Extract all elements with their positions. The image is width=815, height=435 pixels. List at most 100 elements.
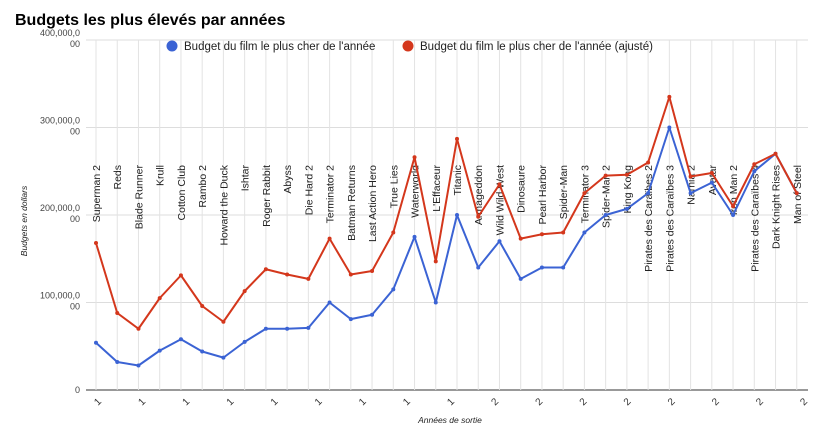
x-tick-label: 1 bbox=[225, 396, 237, 408]
data-point bbox=[518, 276, 523, 281]
data-point bbox=[115, 360, 120, 364]
y-tick-label-part: 100,000,0 bbox=[40, 291, 80, 301]
data-point bbox=[624, 172, 629, 177]
gridlines bbox=[86, 39, 808, 391]
category-label: Reds bbox=[112, 165, 124, 190]
data-point bbox=[242, 289, 247, 294]
category-label: Batman Returns bbox=[346, 165, 358, 241]
data-point bbox=[200, 304, 205, 308]
x-tick-label: 1 bbox=[313, 396, 325, 408]
data-point bbox=[709, 171, 714, 175]
data-point bbox=[794, 191, 799, 196]
category-label: Blade Runner bbox=[133, 165, 145, 230]
data-point bbox=[412, 155, 417, 160]
category-label: Pirates des Caraïbes 3 bbox=[664, 165, 676, 272]
data-point bbox=[370, 312, 375, 317]
data-point bbox=[327, 300, 332, 305]
category-label: Wild Wild West bbox=[494, 165, 506, 235]
data-point bbox=[348, 272, 353, 277]
data-point bbox=[603, 213, 608, 217]
data-point bbox=[476, 265, 481, 270]
category-label: Roger Rabbit bbox=[261, 165, 273, 227]
data-point bbox=[455, 213, 459, 217]
data-point bbox=[476, 214, 481, 219]
x-tick-label: 2 bbox=[798, 396, 810, 408]
series-lines bbox=[94, 94, 799, 368]
data-point bbox=[221, 319, 226, 324]
x-tick-label: 2 bbox=[710, 396, 722, 408]
data-point bbox=[94, 241, 98, 245]
y-tick-label-part: 300,000,0 bbox=[40, 116, 80, 126]
x-tick-label: 1 bbox=[137, 396, 149, 408]
data-point bbox=[561, 265, 566, 270]
category-label: Rambo 2 bbox=[197, 165, 209, 208]
category-label: Last Action Hero bbox=[367, 165, 379, 242]
category-label: Ishtar bbox=[240, 165, 252, 192]
x-tick-label: 1 bbox=[181, 396, 193, 408]
data-point bbox=[518, 236, 523, 241]
data-point bbox=[667, 125, 672, 130]
data-point bbox=[370, 269, 375, 273]
data-point bbox=[433, 259, 438, 264]
data-point bbox=[178, 273, 183, 278]
data-point bbox=[391, 287, 396, 292]
category-label: Narnia 2 bbox=[686, 165, 698, 205]
data-point bbox=[136, 363, 141, 368]
category-label: Pirates des Caraïbes 4 bbox=[749, 165, 761, 272]
y-tick-label: 0 bbox=[75, 385, 80, 395]
data-point bbox=[603, 173, 608, 178]
data-point bbox=[178, 337, 183, 342]
category-label: Spider-Man bbox=[558, 165, 570, 219]
y-tick-label-part: 00 bbox=[70, 127, 80, 137]
category-label: Abyss bbox=[282, 165, 294, 194]
category-labels: Superman 2 Reds Blade Runner Krull Cotton Cl… bbox=[91, 164, 804, 272]
category-label: Pearl Harbor bbox=[537, 165, 549, 225]
data-point bbox=[561, 230, 566, 235]
data-point bbox=[115, 311, 120, 315]
x-tick-label: 1 bbox=[269, 396, 281, 408]
legend-label: Budget du film le plus cher de l'année bbox=[184, 41, 375, 53]
y-axis-label: Budgets en dollars bbox=[19, 185, 29, 256]
x-tick-label: 2 bbox=[666, 396, 678, 408]
category-label: Dark Knight Rises bbox=[771, 165, 783, 249]
data-point bbox=[285, 272, 290, 277]
category-label: King Kong bbox=[622, 165, 634, 214]
x-tick-label: 2 bbox=[622, 396, 634, 408]
data-point bbox=[752, 162, 757, 167]
category-label: Cotton Club bbox=[176, 165, 188, 221]
category-label: Superman 2 bbox=[91, 165, 103, 222]
data-point bbox=[773, 151, 778, 156]
category-label: Terminator 2 bbox=[325, 165, 337, 224]
legend-label: Budget du film le plus cher de l'année (… bbox=[420, 41, 653, 53]
category-label: Die Hard 2 bbox=[303, 165, 315, 215]
legend: Budget du film le plus cher de l'année Bu… bbox=[166, 40, 653, 53]
category-label: Dinosaure bbox=[516, 165, 528, 213]
category-label: True Lies bbox=[388, 165, 400, 208]
y-tick-label-part: 00 bbox=[70, 214, 80, 224]
x-tick-label: 2 bbox=[578, 396, 590, 408]
data-point bbox=[539, 232, 544, 237]
x-axis-label: Années de sortie bbox=[417, 415, 482, 425]
y-tick-label-part: 400,000,0 bbox=[40, 28, 80, 38]
data-point bbox=[539, 265, 544, 270]
category-label: L'Effaceur bbox=[431, 165, 443, 212]
legend-marker bbox=[166, 40, 178, 52]
category-label: Waterworld bbox=[410, 165, 422, 218]
y-tick-label-part: 00 bbox=[70, 302, 80, 312]
data-point bbox=[242, 339, 247, 344]
data-point bbox=[200, 349, 205, 354]
x-tick-label: 2 bbox=[534, 396, 546, 408]
data-point bbox=[263, 267, 268, 272]
data-point bbox=[94, 340, 98, 345]
x-tick-label: 1 bbox=[92, 396, 104, 408]
y-tick-label: 100,000,0 00 bbox=[40, 291, 80, 312]
data-point bbox=[582, 191, 587, 196]
data-point bbox=[157, 296, 162, 301]
category-label: Pirates des Caraïbes 2 bbox=[643, 165, 655, 272]
y-tick-label-part: 0 bbox=[75, 385, 80, 395]
x-tick-label: 2 bbox=[490, 396, 502, 408]
category-label: Spider-Man 2 bbox=[601, 165, 613, 228]
series-line bbox=[95, 126, 798, 367]
data-point bbox=[582, 230, 587, 235]
